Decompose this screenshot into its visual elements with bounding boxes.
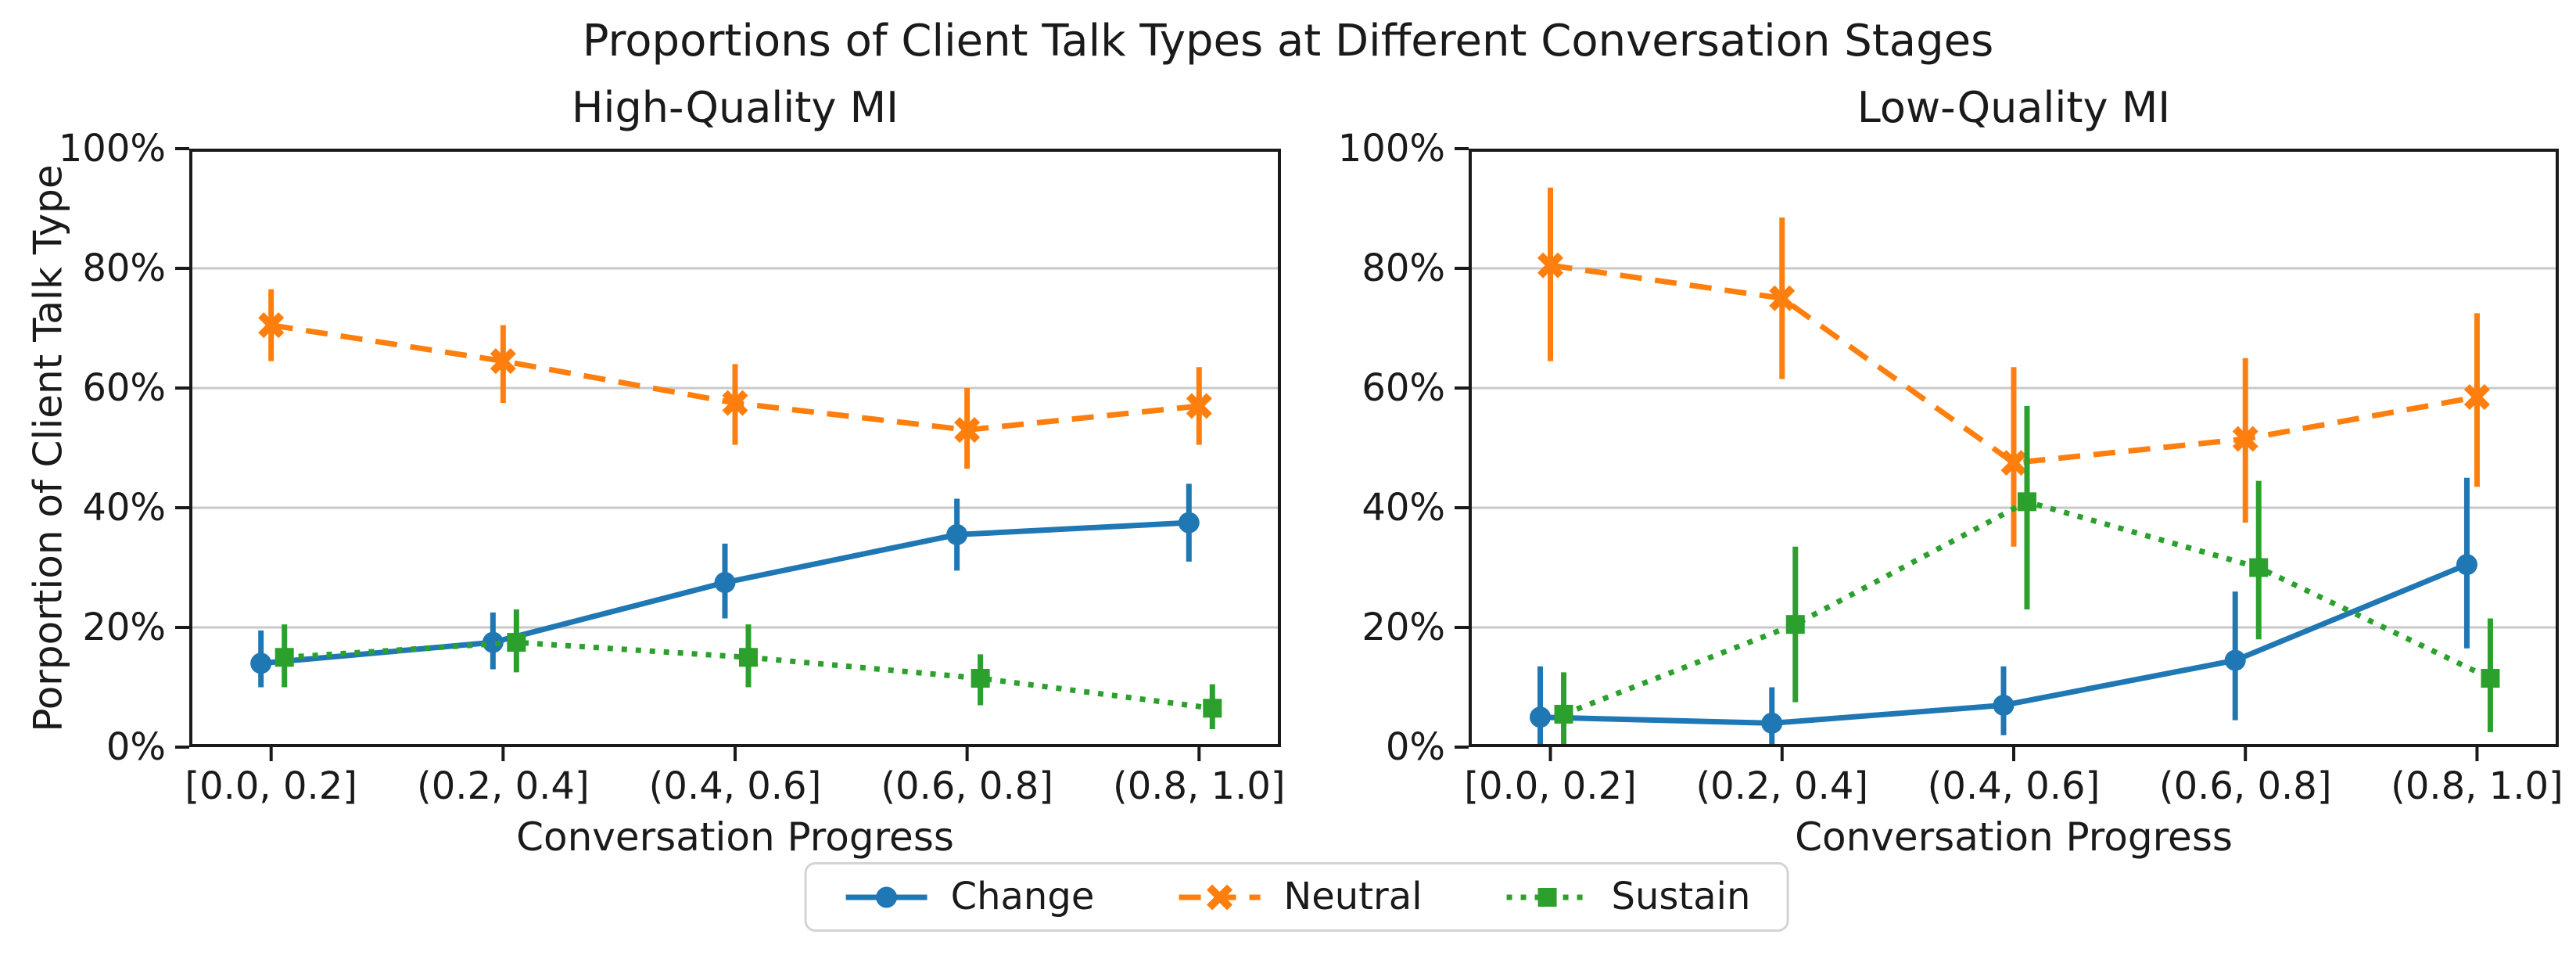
legend-swatch-change-icon xyxy=(845,886,927,908)
marker-sustain xyxy=(1785,615,1805,634)
figure-title: Proportions of Client Talk Types at Diff… xyxy=(582,16,1994,66)
x-tick-label: (0.6, 0.8] xyxy=(2158,764,2332,808)
panel-title-low-quality: Low-Quality MI xyxy=(1857,83,2171,132)
marker-change xyxy=(1993,694,2015,716)
y-tick-label: 60% xyxy=(1362,366,1445,410)
x-axis-label: Conversation Progress xyxy=(1795,814,2233,860)
marker-sustain xyxy=(274,648,294,667)
series-line-neutral xyxy=(1550,262,2478,466)
plot-border xyxy=(1469,149,2559,747)
series-change xyxy=(1530,477,2477,747)
x-axis-label: Conversation Progress xyxy=(516,814,954,860)
legend-marker-change xyxy=(876,886,898,908)
marker-sustain xyxy=(970,669,990,688)
series-neutral xyxy=(1537,187,2490,547)
legend-item-change: Change xyxy=(843,875,1095,918)
y-tick-label: 20% xyxy=(1362,606,1445,649)
x-tick-label: (0.6, 0.8] xyxy=(881,764,1053,808)
marker-neutral xyxy=(722,390,748,416)
x-tick-label: (0.4, 0.6] xyxy=(1927,764,2101,808)
y-tick-label: 40% xyxy=(1362,486,1445,530)
legend-item-neutral: Neutral xyxy=(1175,875,1423,918)
y-axis-label: Porportion of Client Talk Type xyxy=(25,164,71,732)
legend-marker-neutral xyxy=(1206,884,1232,911)
y-tick-label: 100% xyxy=(1337,127,1445,171)
y-tick-label: 60% xyxy=(82,366,166,410)
marker-sustain xyxy=(2018,492,2036,512)
series-neutral xyxy=(258,289,1212,469)
x-tick-label: (0.2, 0.4] xyxy=(417,764,590,808)
plot-area-high-quality xyxy=(175,147,1281,761)
legend-label: Change xyxy=(950,875,1095,918)
marker-sustain xyxy=(739,648,758,667)
y-tick-label: 40% xyxy=(82,486,166,530)
marker-neutral xyxy=(1537,252,1564,279)
marker-change xyxy=(2456,554,2477,576)
plot-area-low-quality xyxy=(1455,147,2559,761)
marker-sustain xyxy=(1554,704,1573,724)
marker-change xyxy=(482,631,504,653)
legend-item-sustain: Sustain xyxy=(1504,875,1751,918)
marker-neutral xyxy=(1769,285,1796,311)
marker-neutral xyxy=(1186,393,1212,419)
y-tick-label: 100% xyxy=(58,127,166,171)
marker-sustain xyxy=(1203,699,1222,718)
marker-neutral xyxy=(258,312,285,339)
x-tick-label: (0.8, 1.0] xyxy=(2391,764,2563,808)
y-tick-label: 20% xyxy=(82,606,166,649)
marker-sustain xyxy=(507,633,526,652)
marker-sustain xyxy=(2249,558,2269,577)
legend-swatch-sustain-icon xyxy=(1506,887,1588,907)
panel-title-high-quality: High-Quality MI xyxy=(571,83,899,132)
legend-marker-sustain xyxy=(1537,887,1557,907)
y-tick-label: 0% xyxy=(1385,725,1445,769)
y-tick-label: 0% xyxy=(106,725,166,769)
x-tick-label: [0.0, 0.2] xyxy=(1464,764,1637,808)
legend-label: Sustain xyxy=(1611,875,1751,918)
marker-change xyxy=(1178,512,1200,534)
series-sustain xyxy=(1554,405,2500,747)
marker-change xyxy=(1761,712,1783,734)
x-tick-label: [0.0, 0.2] xyxy=(185,764,358,808)
legend: Change Neutral Sustain xyxy=(804,862,1789,933)
x-tick-label: (0.4, 0.6] xyxy=(648,764,822,808)
marker-neutral xyxy=(2463,383,2490,411)
plot-border xyxy=(189,149,1281,747)
y-tick-label: 80% xyxy=(1362,246,1445,290)
marker-neutral xyxy=(2000,450,2027,476)
marker-neutral xyxy=(490,348,516,375)
x-tick-label: (0.8, 1.0] xyxy=(1112,764,1286,808)
marker-change xyxy=(946,523,968,545)
legend-label: Neutral xyxy=(1283,875,1423,918)
marker-change xyxy=(2224,649,2246,671)
legend-swatch-neutral-icon xyxy=(1179,884,1261,911)
marker-change xyxy=(1530,706,1552,728)
marker-change xyxy=(250,652,272,674)
y-tick-label: 80% xyxy=(82,246,166,290)
marker-sustain xyxy=(2481,669,2500,688)
series-sustain xyxy=(274,609,1222,730)
x-tick-label: (0.2, 0.4] xyxy=(1695,764,1869,808)
marker-change xyxy=(714,572,736,594)
marker-neutral xyxy=(2232,426,2258,452)
marker-neutral xyxy=(954,417,981,444)
